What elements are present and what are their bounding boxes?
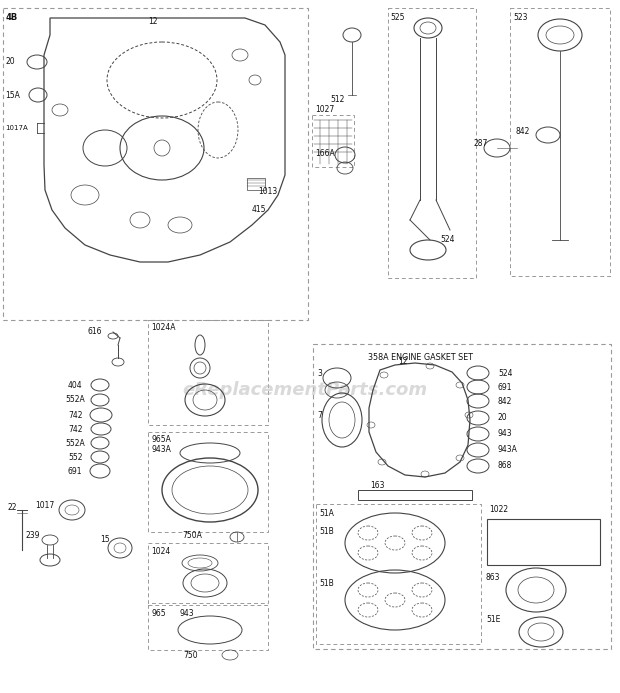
Text: 415: 415 [252, 206, 267, 215]
Text: 7: 7 [317, 410, 322, 419]
Text: 20: 20 [5, 58, 15, 67]
Text: 512: 512 [330, 96, 344, 105]
Text: 4B: 4B [6, 12, 18, 21]
Text: 691: 691 [68, 466, 82, 475]
Text: 742: 742 [68, 425, 82, 434]
Text: 524: 524 [440, 236, 454, 245]
Text: 22: 22 [8, 502, 17, 511]
Text: 12: 12 [148, 17, 157, 26]
Text: 742: 742 [68, 410, 82, 419]
Text: 524: 524 [498, 369, 513, 378]
Text: 15: 15 [100, 536, 110, 545]
Text: 1024A: 1024A [151, 324, 175, 333]
Text: 12: 12 [398, 358, 407, 367]
Text: 1017: 1017 [35, 502, 55, 511]
Text: 552: 552 [68, 453, 82, 462]
Text: 20: 20 [498, 414, 508, 423]
Text: 965: 965 [151, 608, 166, 617]
Text: 1024: 1024 [151, 547, 171, 556]
Text: 842: 842 [498, 396, 512, 405]
Text: 552A: 552A [65, 396, 85, 405]
Text: 863: 863 [486, 572, 500, 581]
Text: eReplacementParts.com: eReplacementParts.com [182, 381, 428, 399]
Text: 965A: 965A [151, 435, 171, 444]
Text: 842: 842 [515, 128, 529, 137]
Text: 750A: 750A [182, 532, 202, 541]
Text: 1013: 1013 [258, 188, 277, 197]
Text: 166A: 166A [315, 148, 335, 157]
Text: 358A ENGINE GASKET SET: 358A ENGINE GASKET SET [368, 353, 473, 362]
Text: 552A: 552A [65, 439, 85, 448]
Text: 943: 943 [180, 608, 195, 617]
Text: 523: 523 [513, 12, 528, 21]
Text: 1027: 1027 [315, 105, 334, 114]
Text: 51B: 51B [319, 527, 334, 536]
Text: 404: 404 [68, 380, 82, 389]
Text: 750: 750 [183, 651, 198, 660]
Text: 3: 3 [317, 369, 322, 378]
Text: 943: 943 [498, 430, 513, 439]
Text: 51B: 51B [319, 579, 334, 588]
Text: 691: 691 [498, 383, 513, 392]
Text: 868: 868 [498, 462, 512, 471]
Text: 51A: 51A [319, 509, 334, 518]
Text: 1022: 1022 [489, 505, 508, 514]
Text: 163: 163 [370, 480, 384, 489]
Text: 51E: 51E [486, 615, 500, 624]
Text: 287: 287 [474, 139, 489, 148]
Text: 15A: 15A [5, 91, 20, 100]
Text: 239: 239 [25, 531, 40, 539]
Text: 943A: 943A [151, 446, 171, 455]
Text: 525: 525 [390, 12, 404, 21]
Text: 616: 616 [87, 328, 102, 337]
Text: 943A: 943A [498, 446, 518, 455]
Text: 1017A: 1017A [5, 125, 28, 131]
